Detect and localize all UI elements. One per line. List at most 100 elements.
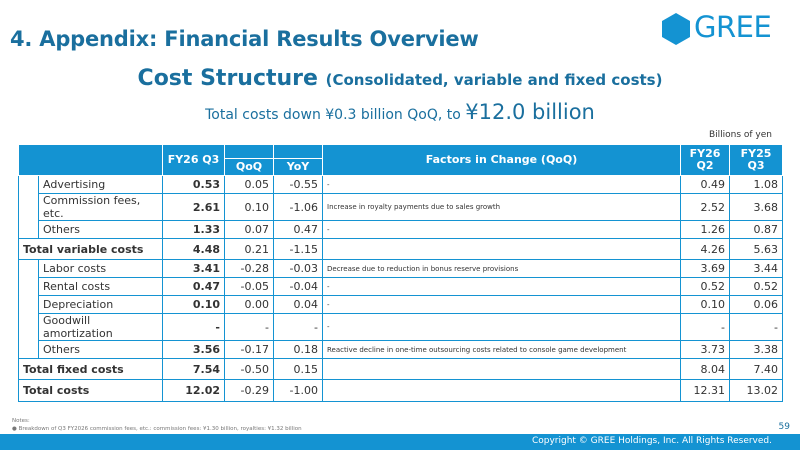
cell-q2: 12.31 (680, 379, 730, 402)
cell-qoq: - (224, 313, 274, 341)
note-item-text: Breakdown of Q3 FY2026 commission fees, … (18, 426, 302, 432)
cell-qoq: 0.05 (224, 175, 274, 194)
indent-cell (18, 277, 39, 296)
hexagon-logo-icon (662, 13, 690, 45)
cell-yoy: -0.03 (273, 259, 323, 278)
cell-fy25: 7.40 (729, 358, 783, 380)
cell-qoq: 0.21 (224, 238, 274, 260)
table-row: Depreciation 0.10 0.00 0.04-0.10 0.06 (18, 295, 783, 314)
summary-value: ¥12.0 billion (465, 100, 595, 124)
cell-q3: 2.61 (162, 193, 225, 221)
row-label: Others (38, 340, 163, 359)
note-item: ● Breakdown of Q3 FY2026 commission fees… (12, 426, 302, 432)
cell-q3: 0.10 (162, 295, 225, 314)
cell-q2: 0.52 (680, 277, 730, 296)
cell-q3: 7.54 (162, 358, 225, 380)
table-row: Advertising 0.53 0.05 -0.55-0.49 1.08 (18, 175, 783, 194)
cell-qoq: 0.07 (224, 220, 274, 239)
indent-cell (18, 220, 39, 239)
header-yoy-top (273, 144, 323, 159)
cell-qoq: 0.10 (224, 193, 274, 221)
table-row: Rental costs 0.47 -0.05 -0.04-0.52 0.52 (18, 277, 783, 296)
cell-q3: 0.53 (162, 175, 225, 194)
cell-q2: 8.04 (680, 358, 730, 380)
cell-factor (322, 358, 681, 380)
cell-factor (322, 379, 681, 402)
table-row: Others 1.33 0.07 0.47-1.26 0.87 (18, 220, 783, 239)
summary-text: Total costs down ¥0.3 billion QoQ, to (205, 107, 461, 123)
header-fy26q3: FY26 Q3 (162, 144, 225, 176)
cell-yoy: 0.18 (273, 340, 323, 359)
cell-fy25: 13.02 (729, 379, 783, 402)
notes-heading: Notes: (12, 418, 30, 424)
cell-fy25: 3.44 (729, 259, 783, 278)
summary-line: Total costs down ¥0.3 billion QoQ, to ¥1… (0, 100, 800, 124)
page-heading: 4. Appendix: Financial Results Overview (10, 27, 479, 51)
page-number: 59 (778, 422, 790, 432)
row-label: Others (38, 220, 163, 239)
header-qoq-top (224, 144, 274, 159)
cost-structure-table: FY26 Q3 Factors in Change (QoQ) FY26 Q2 … (18, 144, 783, 402)
total-variable-row: Total variable costs 4.48 0.21 -1.15 4.26 5.6… (18, 238, 783, 260)
cell-q2: 2.52 (680, 193, 730, 221)
indent-cell (18, 193, 39, 221)
cell-yoy: -0.04 (273, 277, 323, 296)
row-label: Advertising (38, 175, 163, 194)
cell-q3: 12.02 (162, 379, 225, 402)
cell-factor: - (322, 295, 681, 314)
row-label: Total variable costs (18, 238, 163, 260)
table-row: Commission fees, etc. 2.61 0.10 -1.06 Increa… (18, 193, 783, 221)
header-corner (18, 144, 163, 176)
cell-qoq: -0.28 (224, 259, 274, 278)
row-label: Total fixed costs (18, 358, 163, 380)
row-label: Labor costs (38, 259, 163, 278)
cell-q3: 3.56 (162, 340, 225, 359)
cell-fy25: 0.06 (729, 295, 783, 314)
cell-factor: Increase in royalty payments due to sale… (322, 193, 681, 221)
cell-q2: 3.73 (680, 340, 730, 359)
cell-fy25: 1.08 (729, 175, 783, 194)
cell-q3: - (162, 313, 225, 341)
notes: Notes: ● Breakdown of Q3 FY2026 commissi… (12, 417, 302, 433)
indent-cell (18, 295, 39, 314)
cell-fy25: 5.63 (729, 238, 783, 260)
cell-q3: 4.48 (162, 238, 225, 260)
cell-q2: 1.26 (680, 220, 730, 239)
cell-q2: 0.49 (680, 175, 730, 194)
row-label: Goodwill amortization (38, 313, 163, 341)
cell-factor: - (322, 277, 681, 296)
cell-factor: Reactive decline in one-time outsourcing… (322, 340, 681, 359)
cell-fy25: 0.52 (729, 277, 783, 296)
header-factors: Factors in Change (QoQ) (322, 144, 681, 176)
cell-q3: 0.47 (162, 277, 225, 296)
header-qoq: QoQ (224, 158, 274, 176)
indent-cell (18, 259, 39, 278)
total-costs-row: Total costs 12.02 -0.29 -1.00 12.31 13.02 (18, 379, 783, 402)
cell-yoy: 0.04 (273, 295, 323, 314)
cell-qoq: 0.00 (224, 295, 274, 314)
section-title-sub: (Consolidated, variable and fixed costs) (325, 71, 663, 89)
table-row: Others 3.56 -0.17 0.18 Reactive decline in o… (18, 340, 783, 359)
cell-factor: - (322, 220, 681, 239)
footer-bar: Copyright © GREE Holdings, Inc. All Righ… (0, 434, 800, 450)
header-fy25q3: FY25 Q3 (729, 144, 783, 176)
cell-yoy: -1.06 (273, 193, 323, 221)
section-title: Cost Structure (Consolidated, variable a… (0, 66, 800, 91)
cell-yoy: 0.15 (273, 358, 323, 380)
cell-qoq: -0.05 (224, 277, 274, 296)
indent-cell (18, 175, 39, 194)
indent-cell (18, 340, 39, 359)
row-label: Rental costs (38, 277, 163, 296)
cell-q2: - (680, 313, 730, 341)
table-row: Goodwill amortization - - - - - - (18, 313, 783, 341)
table-row: Labor costs 3.41 -0.28 -0.03 Decrease due to… (18, 259, 783, 278)
cell-q3: 3.41 (162, 259, 225, 278)
gree-logo: GREE (661, 10, 781, 46)
units-label: Billions of yen (708, 130, 772, 140)
cell-factor: - (322, 313, 681, 341)
cell-factor: - (322, 175, 681, 194)
cell-yoy: -1.15 (273, 238, 323, 260)
row-label: Depreciation (38, 295, 163, 314)
logo-wordmark: GREE (694, 10, 772, 44)
cell-q2: 3.69 (680, 259, 730, 278)
